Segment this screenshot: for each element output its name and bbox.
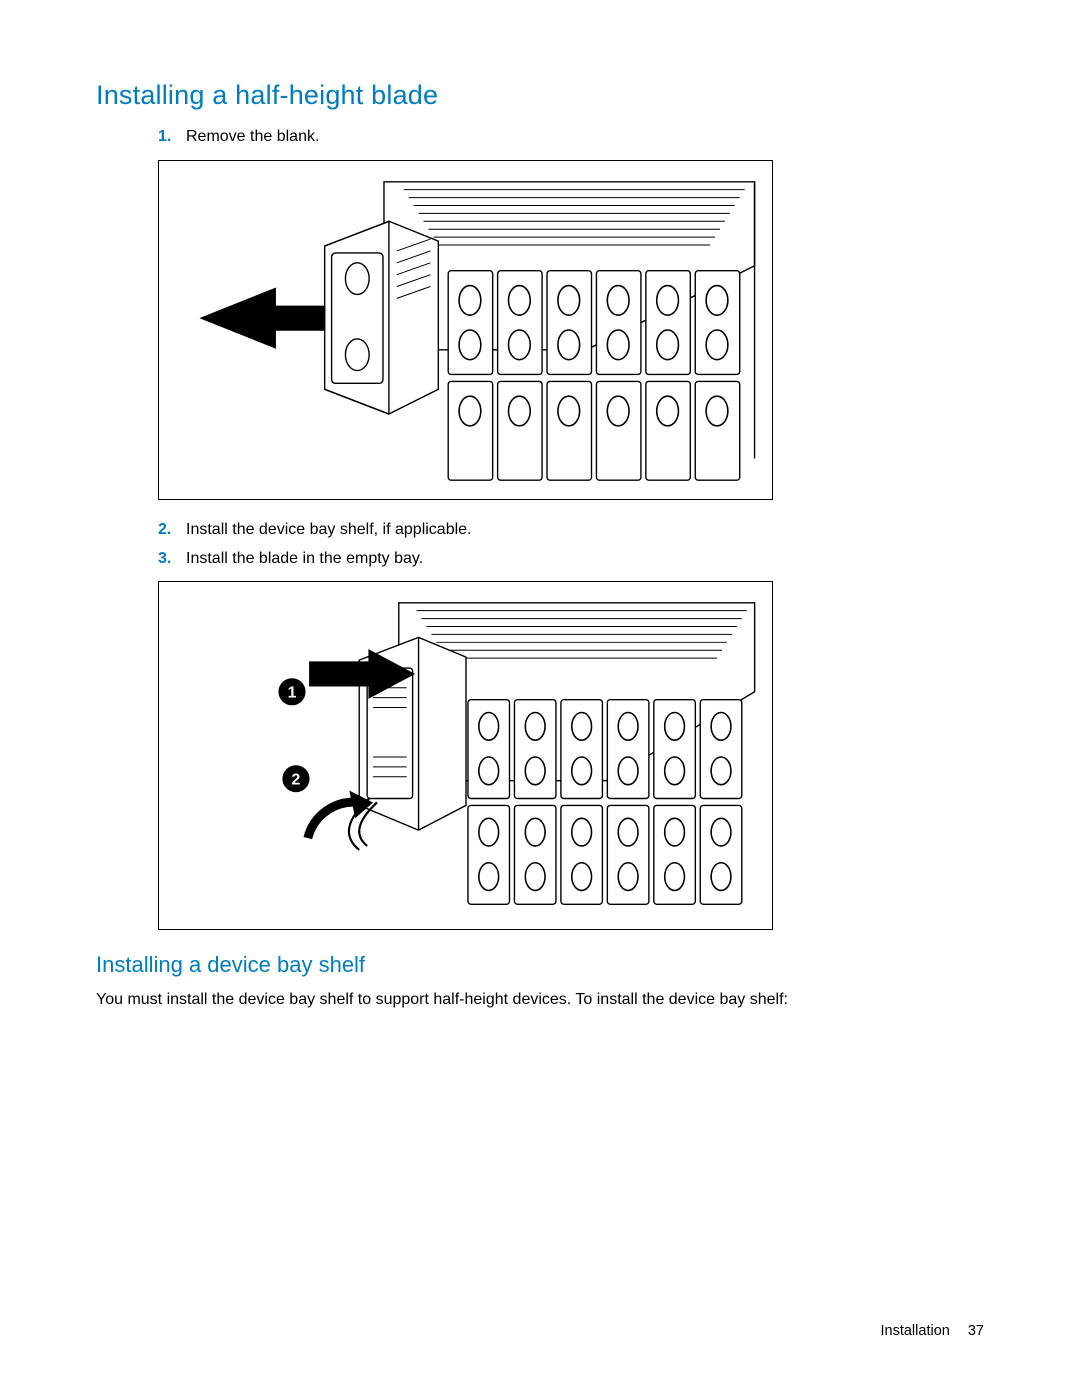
step-list-continued: 2. Install the device bay shelf, if appl… xyxy=(158,518,984,572)
footer-page-number: 37 xyxy=(968,1323,984,1339)
step-item: 1. Remove the blank. xyxy=(158,125,984,150)
figure-install-blade: 1 2 xyxy=(158,581,773,930)
step-number: 1. xyxy=(158,125,171,150)
step-number: 3. xyxy=(158,547,171,572)
blade-enclosure-install-icon: 1 2 xyxy=(160,583,771,928)
subsection-heading: Installing a device bay shelf xyxy=(96,952,984,978)
step-text: Remove the blank. xyxy=(186,128,319,145)
step-number: 2. xyxy=(158,518,171,543)
step-list: 1. Remove the blank. xyxy=(158,125,984,150)
footer-section-label: Installation xyxy=(881,1323,950,1339)
document-page: Installing a half-height blade 1. Remove… xyxy=(0,0,1080,1397)
section-heading: Installing a half-height blade xyxy=(96,80,984,111)
blade-enclosure-remove-icon xyxy=(160,162,771,498)
body-paragraph: You must install the device bay shelf to… xyxy=(96,988,984,1013)
step-text: Install the device bay shelf, if applica… xyxy=(186,521,472,538)
step-item: 3. Install the blade in the empty bay. xyxy=(158,547,984,572)
figure-remove-blank xyxy=(158,160,773,500)
step-item: 2. Install the device bay shelf, if appl… xyxy=(158,518,984,543)
page-footer: Installation 37 xyxy=(881,1323,985,1339)
svg-text:2: 2 xyxy=(292,772,301,789)
step-text: Install the blade in the empty bay. xyxy=(186,550,423,567)
svg-text:1: 1 xyxy=(288,685,297,702)
